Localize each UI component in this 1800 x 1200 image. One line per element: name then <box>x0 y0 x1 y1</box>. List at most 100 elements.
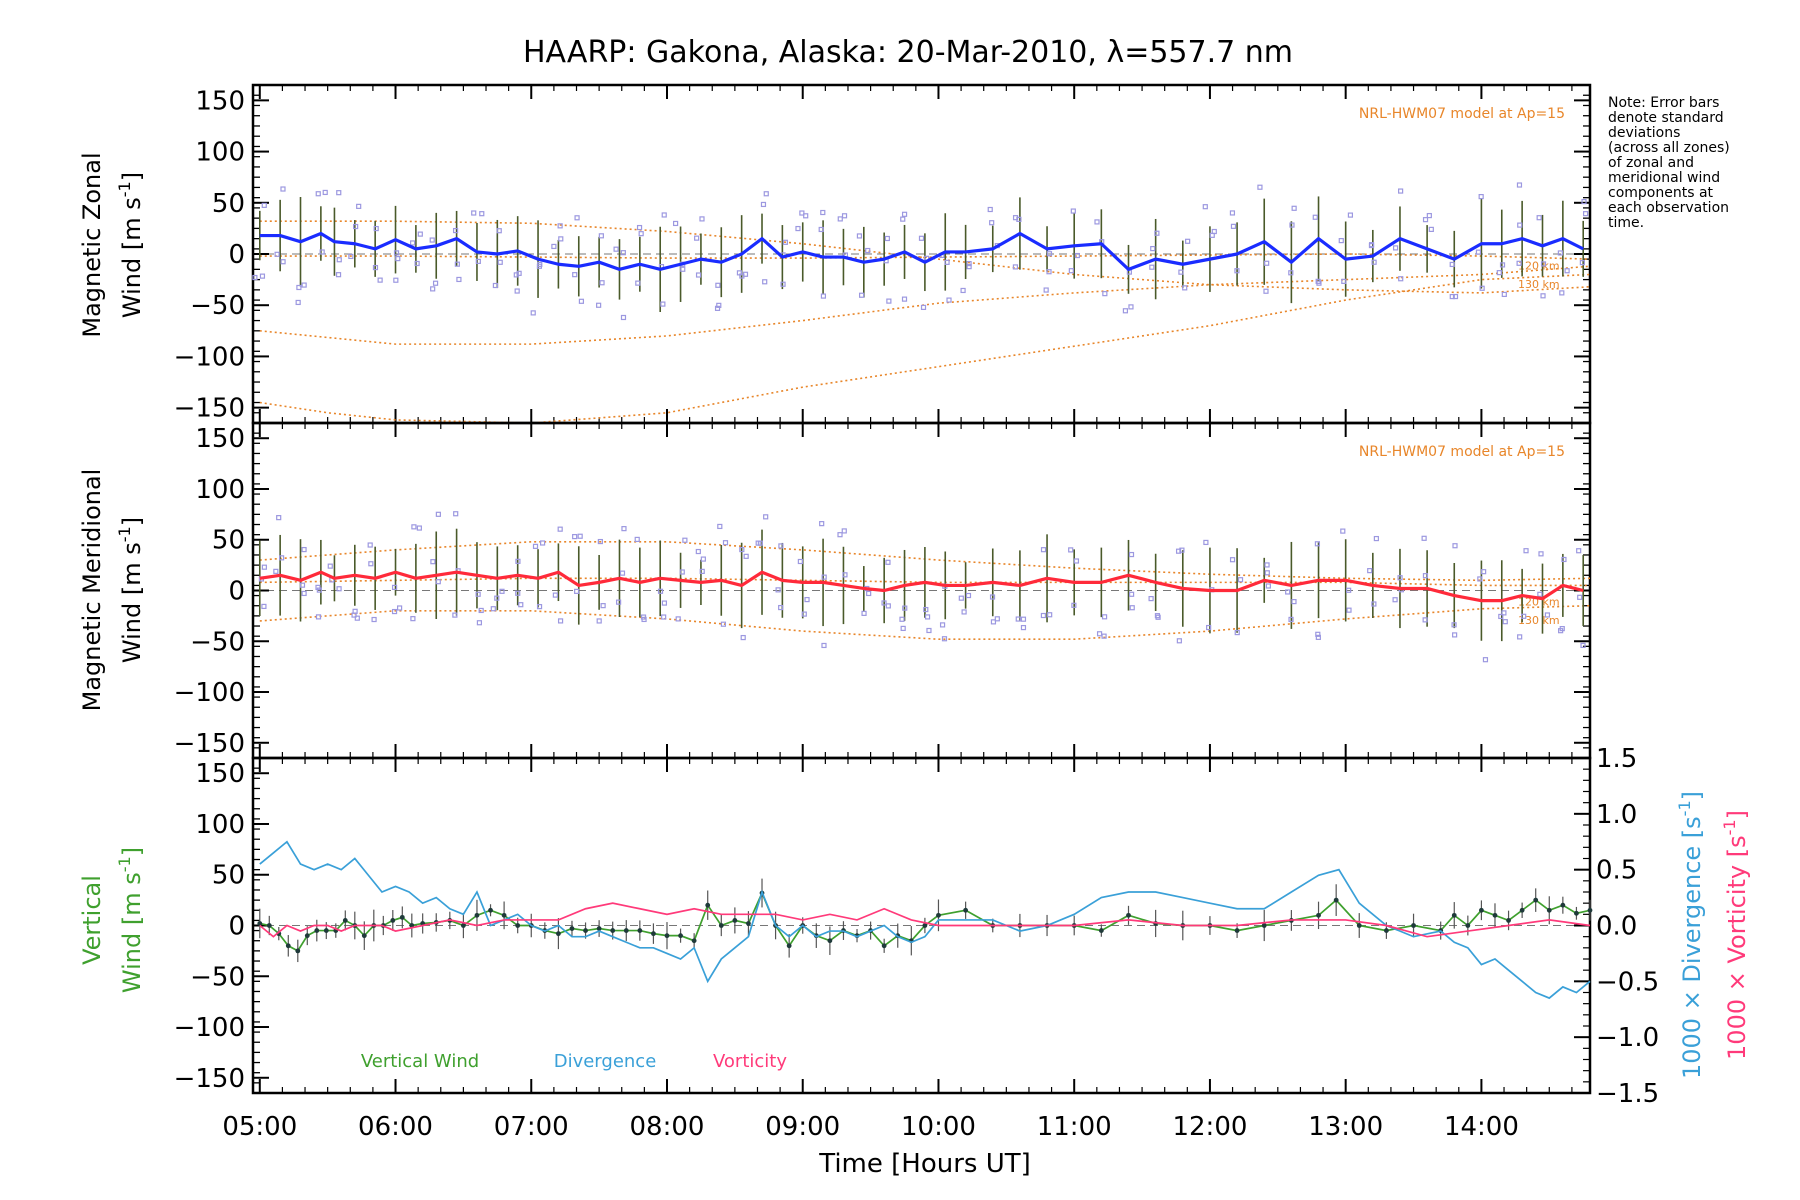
zone-marker <box>393 277 399 283</box>
y2-tick-label: −1.5 <box>1596 1079 1659 1109</box>
zone-marker <box>680 266 686 272</box>
zone-marker <box>1047 612 1053 618</box>
zonal-wind-line <box>259 231 1584 271</box>
zone-marker <box>336 257 342 263</box>
zone-marker <box>946 297 952 303</box>
zone-marker <box>336 586 342 592</box>
zone-marker <box>391 608 398 615</box>
zone-marker <box>1536 215 1542 221</box>
zone-marker <box>1291 205 1297 211</box>
vertical-wind-point <box>732 918 738 923</box>
zone-marker <box>514 288 520 294</box>
model-curve <box>259 273 1591 424</box>
zone-marker <box>1068 547 1074 553</box>
x-tick-label: 05:00 <box>222 1112 297 1142</box>
zone-marker <box>778 604 784 611</box>
vertical-wind-point <box>314 928 320 933</box>
vertical-wind-point <box>718 923 724 928</box>
altitude-label: 120 km <box>1518 259 1560 272</box>
vertical-wind-point <box>1506 918 1511 923</box>
zone-marker <box>301 590 307 597</box>
vertical-wind-point <box>515 923 521 928</box>
zone-marker <box>596 302 602 308</box>
vertical-wind-point <box>304 933 310 939</box>
zone-marker <box>430 286 436 292</box>
zone-marker <box>301 282 307 288</box>
zone-marker <box>1128 591 1135 597</box>
zone-marker <box>368 561 374 567</box>
vertical-wind-point <box>651 931 656 937</box>
zone-marker <box>372 264 379 271</box>
zone-marker <box>1496 270 1502 276</box>
zone-marker <box>958 595 964 601</box>
zone-marker <box>515 558 521 564</box>
zone-marker <box>884 235 890 242</box>
zone-marker <box>1264 570 1270 576</box>
zone-marker <box>1289 222 1295 228</box>
zone-marker <box>661 600 668 606</box>
zone-marker <box>599 280 605 286</box>
x-tick-label: 08:00 <box>630 1112 705 1142</box>
zone-marker <box>657 588 664 594</box>
zone-marker <box>640 614 647 620</box>
zone-marker <box>417 231 423 237</box>
vertical-wind-point <box>1587 907 1593 913</box>
model-curve <box>259 265 1591 345</box>
x-tick-label: 07:00 <box>494 1112 569 1142</box>
zone-marker <box>1315 634 1321 640</box>
zone-marker <box>1481 569 1487 575</box>
zone-marker <box>273 568 279 574</box>
zone-marker <box>1315 631 1321 637</box>
zone-marker <box>1452 293 1459 300</box>
vertical-wind-point <box>1411 923 1416 928</box>
zone-marker <box>1540 293 1546 299</box>
zone-marker <box>432 280 439 286</box>
zone-marker <box>920 304 927 311</box>
zone-marker <box>782 239 788 245</box>
zone-marker <box>1288 270 1294 276</box>
model-curve <box>259 540 1591 582</box>
zone-marker <box>740 634 746 641</box>
note-line: meridional wind <box>1608 170 1720 186</box>
vertical-wind-point <box>881 943 887 949</box>
vertical-wind-point <box>691 938 697 944</box>
y-tick-label: −100 <box>174 678 245 708</box>
vertical-wind-point <box>1492 912 1498 918</box>
zone-marker <box>621 526 627 532</box>
vertical-wind-point <box>295 948 301 954</box>
y2-tick-label: −1.0 <box>1596 1023 1659 1053</box>
zone-marker <box>1576 548 1582 554</box>
zone-marker <box>1203 539 1209 546</box>
x-tick-label: 10:00 <box>901 1112 976 1142</box>
zone-marker <box>1094 219 1100 225</box>
zone-marker <box>865 247 871 254</box>
zone-marker <box>261 202 267 208</box>
zone-marker <box>939 622 946 628</box>
zone-marker <box>539 540 546 546</box>
zone-marker <box>351 612 357 618</box>
zone-marker <box>1230 223 1237 229</box>
zone-marker <box>961 609 967 615</box>
note-line: each observation <box>1608 200 1729 216</box>
zone-marker <box>475 591 481 597</box>
zone-marker <box>717 523 723 530</box>
zone-marker <box>1015 616 1021 622</box>
zone-marker <box>613 246 619 252</box>
zone-marker <box>682 537 688 543</box>
vertical-wind-point <box>664 933 670 939</box>
zone-marker <box>1452 632 1458 638</box>
zone-marker <box>672 220 679 227</box>
zone-marker <box>620 314 627 321</box>
vertical-wind-point <box>323 928 329 933</box>
zone-marker <box>858 292 865 298</box>
zone-marker <box>1040 612 1047 619</box>
vertical-wind-point <box>746 921 751 926</box>
zone-marker <box>695 548 701 555</box>
zonal-ylabel-exp: -1 <box>115 181 134 197</box>
zone-marker <box>537 261 543 267</box>
altitude-label: 130 km <box>1518 278 1560 291</box>
zone-marker <box>532 543 539 549</box>
zone-marker <box>763 514 769 520</box>
zone-marker <box>410 240 416 246</box>
zone-marker <box>736 270 743 276</box>
